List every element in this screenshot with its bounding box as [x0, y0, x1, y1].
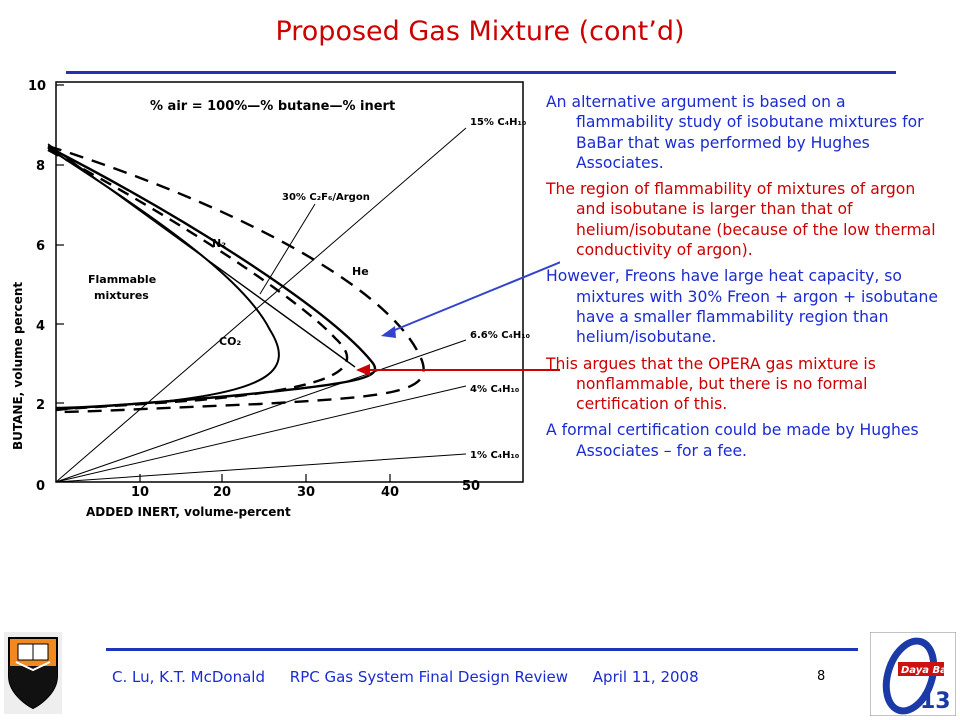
red-arrowhead: [356, 364, 370, 376]
co2-label: CO₂: [219, 335, 241, 348]
footer-date: April 11, 2008: [592, 668, 699, 686]
line-label-4: 4% C₄H₁₀: [470, 384, 519, 395]
y-tick-label: 8: [36, 159, 45, 174]
flammable-label: Flammable: [88, 273, 156, 286]
line-label-6-6: 6.6% C₄H₁₀: [470, 330, 530, 341]
y-tick-label: 0: [36, 479, 45, 494]
blue-arrowhead: [381, 326, 396, 338]
princeton-shield-icon: [4, 632, 62, 714]
y-tick-marks: [56, 84, 391, 482]
daya-bay-logo-icon: Daya Bay 13: [870, 632, 956, 716]
bullet-1: An alternative argument is based on a fl…: [546, 93, 924, 172]
plot-frame: [55, 81, 524, 483]
y-tick-label: 2: [36, 398, 45, 413]
bullet-list: An alternative argument is based on a fl…: [546, 92, 946, 467]
x-tick-label: 30: [297, 485, 315, 500]
bullet-3: However, Freons have large heat capacity…: [546, 267, 938, 347]
svg-text:13: 13: [920, 689, 951, 714]
y-tick-label: 6: [36, 239, 45, 254]
footer-divider: [106, 648, 858, 651]
flammability-diagram: 0 2 4 6 8 10 10 20 30 40 50 ADDED INERT,…: [11, 79, 560, 519]
page-number: 8: [817, 669, 826, 684]
freon-argon-curve: [47, 145, 377, 410]
blue-arrow-shaft: [384, 261, 560, 335]
svg-text:Daya Bay: Daya Bay: [901, 665, 954, 676]
x-tick-label: 10: [131, 485, 149, 500]
y-tick-label: 10: [28, 79, 46, 94]
dilution-lines: [55, 127, 467, 483]
line-label-15: 15% C₄H₁₀: [470, 117, 526, 128]
bullet-4: This argues that the OPERA gas mixture i…: [546, 354, 876, 414]
y-tick-label: 4: [36, 319, 45, 334]
footer: C. Lu, K.T. McDonald RPC Gas System Fina…: [112, 668, 719, 686]
footer-authors: C. Lu, K.T. McDonald: [112, 668, 265, 686]
he-curve: [47, 144, 425, 414]
line-label-1: 1% C₄H₁₀: [470, 450, 519, 461]
he-label: He: [352, 265, 369, 278]
x-axis-label: ADDED INERT, volume-percent: [86, 505, 291, 519]
x-tick-label: 40: [381, 485, 399, 500]
freon-leader-line: [259, 203, 316, 295]
x-tick-label: 20: [213, 485, 231, 500]
mixtures-label: mixtures: [94, 289, 149, 302]
y-axis-label: BUTANE, volume percent: [11, 282, 25, 450]
bullet-2: The region of flammability of mixtures o…: [546, 180, 936, 260]
x-tick-label: 50: [462, 479, 480, 494]
n2-label: N₂: [212, 237, 226, 250]
bullet-5: A formal certification could be made by …: [546, 421, 919, 460]
title-divider: [66, 71, 896, 74]
freon-argon-label: 30% C₂F₆/Argon: [282, 192, 370, 203]
formula-label: % air = 100%—% butane—% inert: [150, 99, 395, 114]
slide-title: Proposed Gas Mixture (cont’d): [275, 16, 685, 47]
footer-event: RPC Gas System Final Design Review: [289, 668, 568, 686]
